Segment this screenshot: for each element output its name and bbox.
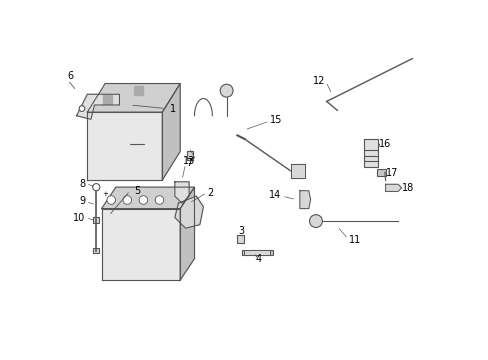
Text: 17: 17 <box>386 168 398 178</box>
Text: 13: 13 <box>183 157 195 166</box>
Polygon shape <box>162 84 180 180</box>
Circle shape <box>155 196 163 204</box>
FancyBboxPatch shape <box>93 217 99 223</box>
Circle shape <box>139 196 147 204</box>
Text: 14: 14 <box>268 190 281 201</box>
Text: 3: 3 <box>237 226 244 236</box>
Bar <box>103 95 112 104</box>
FancyBboxPatch shape <box>242 249 245 255</box>
Text: 15: 15 <box>270 115 282 125</box>
Circle shape <box>309 215 322 228</box>
FancyBboxPatch shape <box>364 139 378 167</box>
Polygon shape <box>102 208 180 280</box>
Text: 10: 10 <box>73 212 85 222</box>
FancyBboxPatch shape <box>376 169 385 176</box>
Text: +: + <box>102 190 108 197</box>
Text: 8: 8 <box>79 179 85 189</box>
FancyBboxPatch shape <box>93 248 99 253</box>
Circle shape <box>79 106 84 111</box>
Text: 7: 7 <box>186 158 192 168</box>
Text: 4: 4 <box>255 253 261 264</box>
FancyBboxPatch shape <box>236 235 244 243</box>
FancyBboxPatch shape <box>98 130 123 155</box>
Text: 6: 6 <box>67 71 73 81</box>
Text: 12: 12 <box>312 76 325 86</box>
FancyBboxPatch shape <box>187 152 192 160</box>
Polygon shape <box>77 94 119 119</box>
Polygon shape <box>180 187 194 280</box>
Polygon shape <box>102 187 194 208</box>
Bar <box>134 86 142 95</box>
Polygon shape <box>87 112 162 180</box>
FancyBboxPatch shape <box>269 249 272 255</box>
Circle shape <box>93 184 100 191</box>
Polygon shape <box>385 184 401 192</box>
Polygon shape <box>244 249 269 255</box>
Polygon shape <box>175 196 203 228</box>
Polygon shape <box>299 191 310 208</box>
Text: 9: 9 <box>79 197 85 206</box>
Polygon shape <box>175 182 189 203</box>
Polygon shape <box>290 164 305 178</box>
Text: 2: 2 <box>207 188 214 198</box>
Text: 11: 11 <box>348 235 361 245</box>
Circle shape <box>107 196 115 204</box>
Polygon shape <box>87 84 180 112</box>
Text: 16: 16 <box>378 139 390 149</box>
Text: 1: 1 <box>169 104 175 113</box>
Circle shape <box>220 84 233 97</box>
Text: 18: 18 <box>402 183 414 193</box>
Circle shape <box>123 196 131 204</box>
Text: 5: 5 <box>134 186 140 196</box>
